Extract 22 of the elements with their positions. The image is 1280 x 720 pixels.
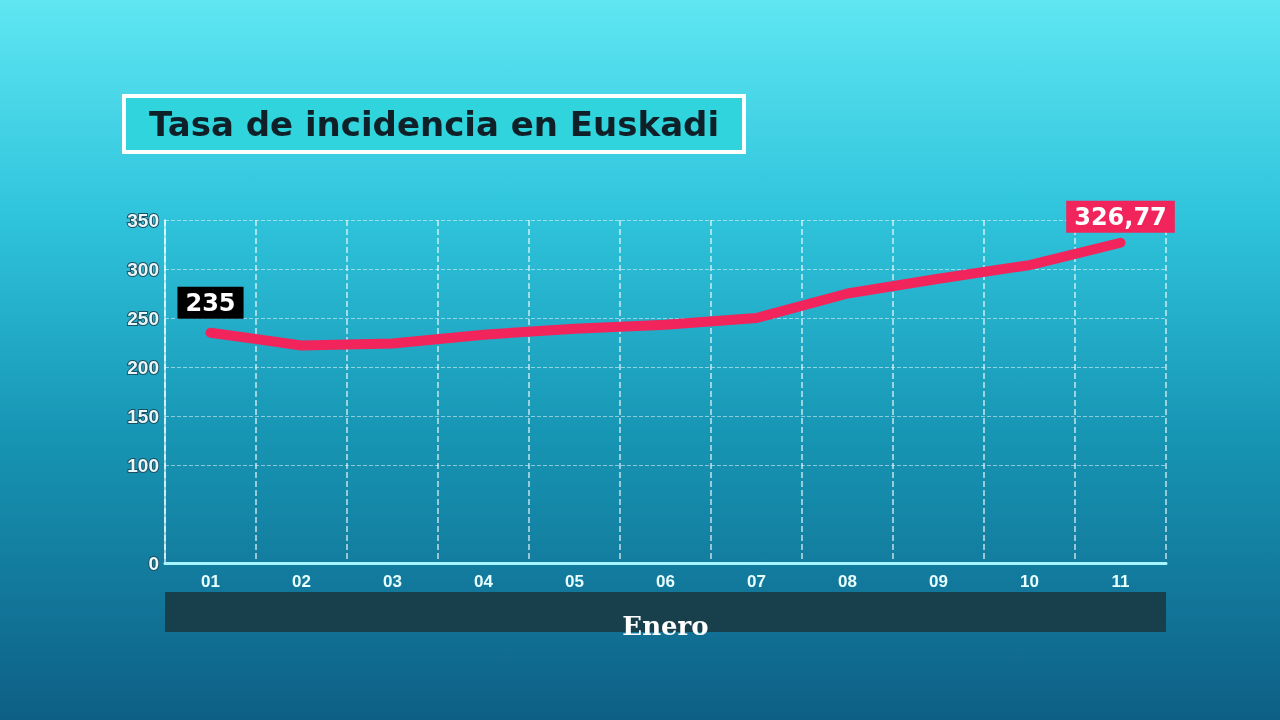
y-tick-label: 0 xyxy=(148,552,159,574)
x-tick-label: 06 xyxy=(656,572,675,591)
x-tick-label: 02 xyxy=(292,572,311,591)
y-tick-label: 200 xyxy=(127,356,159,378)
y-tick-label: 250 xyxy=(127,307,159,329)
y-tick-label: 150 xyxy=(127,405,159,427)
x-tick-label: 09 xyxy=(929,572,948,591)
x-tick-label: 04 xyxy=(474,572,494,591)
x-tick-label: 10 xyxy=(1020,572,1039,591)
chart-title: Tasa de incidencia en Euskadi xyxy=(122,94,746,154)
x-tick-label: 01 xyxy=(201,572,220,591)
x-tick-label: 08 xyxy=(838,572,857,591)
y-tick-label: 350 xyxy=(127,209,159,231)
x-tick-label: 11 xyxy=(1111,572,1130,591)
y-tick-label: 100 xyxy=(127,454,159,476)
x-tick-label: 03 xyxy=(383,572,402,591)
data-label: 326,77 xyxy=(1074,202,1167,231)
x-axis-title: Enero xyxy=(622,611,709,641)
x-tick-label: 05 xyxy=(565,572,584,591)
y-tick-label: 300 xyxy=(127,258,159,280)
x-tick-label: 07 xyxy=(747,572,766,591)
data-label: 235 xyxy=(185,288,236,317)
